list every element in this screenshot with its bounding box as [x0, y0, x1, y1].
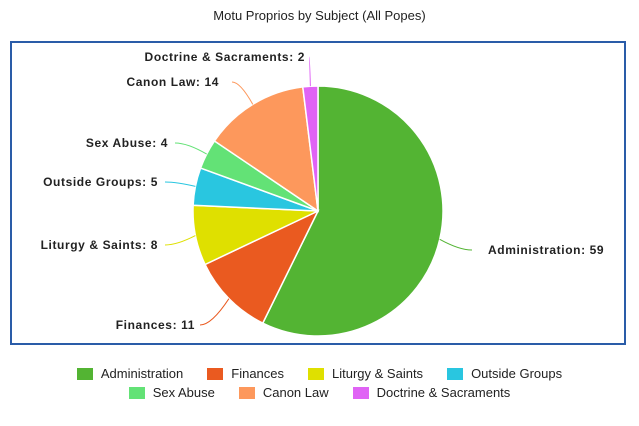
- legend-item-administration[interactable]: Administration: [76, 366, 184, 381]
- data-label-doctrine-and-sacraments: Doctrine & Sacraments: 2: [145, 50, 305, 64]
- leader-line-sex-abuse: [174, 142, 207, 155]
- legend-label: Finances: [231, 366, 285, 381]
- legend-row: Administration Finances Liturgy & Saints Ou…: [0, 364, 639, 383]
- data-label-administration: Administration: 59: [488, 243, 604, 257]
- legend-swatch: [308, 367, 325, 380]
- legend-label: Canon Law: [262, 385, 329, 400]
- legend-label: Doctrine & Sacraments: [376, 385, 511, 400]
- leader-line-canon-law: [231, 81, 254, 105]
- data-label-sex-abuse: Sex Abuse: 4: [86, 136, 168, 150]
- legend-swatch: [238, 386, 255, 399]
- legend-swatch: [76, 367, 93, 380]
- legend-item-finances[interactable]: Finances: [207, 366, 284, 381]
- pie-slice-administration[interactable]: [261, 85, 444, 337]
- pie-slice-doctrine-and-sacraments[interactable]: [301, 85, 319, 212]
- legend-label: Administration: [100, 366, 184, 381]
- legend-swatch: [447, 367, 464, 380]
- leader-line-doctrine-and-sacraments: [308, 56, 311, 87]
- data-label-finances: Finances: 11: [116, 318, 195, 332]
- legend-item-canon-law[interactable]: Canon Law: [238, 385, 329, 400]
- leader-line-liturgy-and-saints: [164, 235, 196, 246]
- legend-item-liturgy-and-saints[interactable]: Liturgy & Saints: [308, 366, 423, 381]
- legend-swatch: [352, 386, 369, 399]
- leader-line-finances: [199, 298, 230, 326]
- chart-title: Motu Proprios by Subject (All Popes): [213, 8, 426, 23]
- legend-swatch: [207, 367, 224, 380]
- legend-label: Outside Groups: [471, 366, 563, 381]
- legend-item-outside-groups[interactable]: Outside Groups: [447, 366, 562, 381]
- legend-swatch: [128, 386, 145, 399]
- data-label-liturgy-and-saints: Liturgy & Saints: 8: [41, 238, 158, 252]
- legend-label: Liturgy & Saints: [332, 366, 424, 381]
- legend-label: Sex Abuse: [152, 385, 215, 400]
- legend: Administration Finances Liturgy & Saints Ou…: [0, 364, 639, 402]
- pie-slice-finances[interactable]: [204, 209, 320, 325]
- legend-item-doctrine-and-sacraments[interactable]: Doctrine & Sacraments: [352, 385, 511, 400]
- data-label-canon-law: Canon Law: 14: [127, 75, 219, 89]
- legend-item-sex-abuse[interactable]: Sex Abuse: [128, 385, 215, 400]
- data-label-outside-groups: Outside Groups: 5: [43, 175, 158, 189]
- leader-line-administration: [439, 238, 473, 251]
- plot-area-frame: [10, 41, 626, 345]
- legend-row: Sex Abuse Canon Law Doctrine & Sacraments: [0, 383, 639, 402]
- leader-line-outside-groups: [164, 181, 196, 187]
